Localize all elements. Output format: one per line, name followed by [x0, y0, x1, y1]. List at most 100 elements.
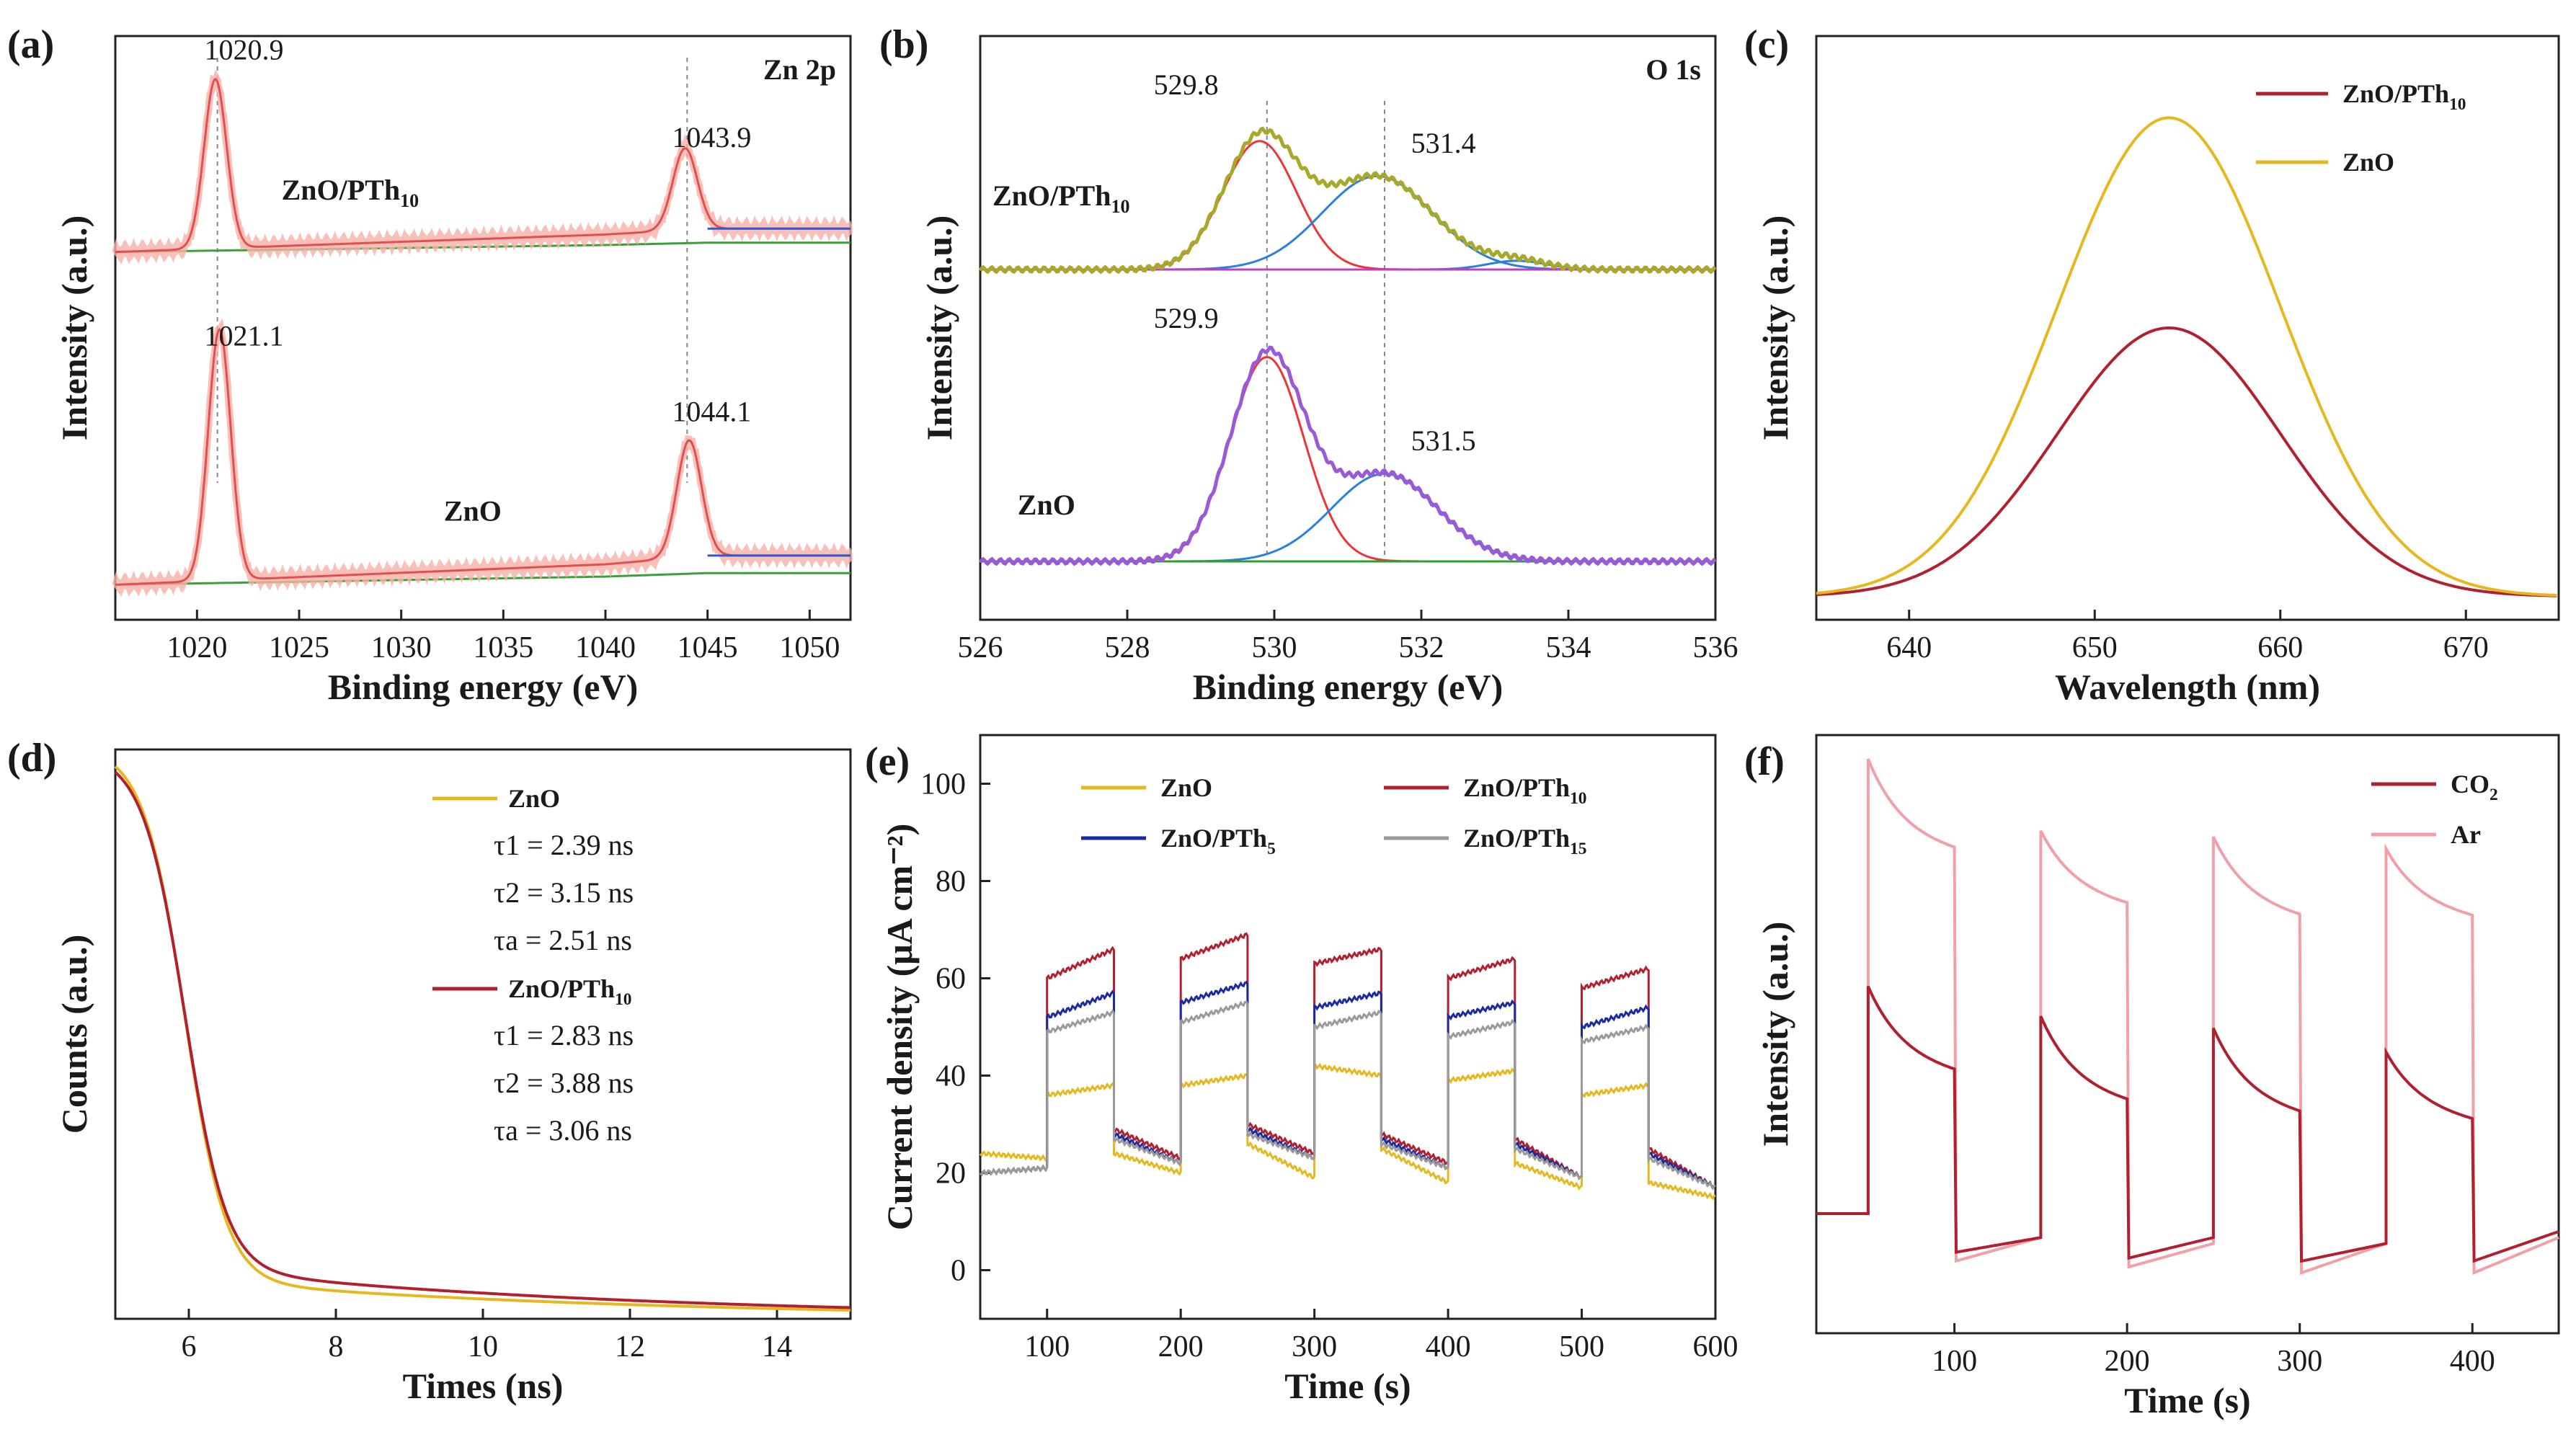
pl-series-line: [1816, 116, 2557, 597]
panel-b: 526 528 530 532 534 536 Binding energy (eV) Int…: [879, 22, 1738, 707]
legend-label: ZnO/PTh10: [508, 974, 631, 1009]
y-axis-title: Intensity (a.u.): [54, 215, 94, 441]
x-tick-label: 600: [1693, 1330, 1738, 1363]
sample-label-main: ZnO/PTh: [992, 179, 1111, 212]
background-line: [115, 241, 850, 254]
x-tick-label: 1020: [166, 631, 227, 664]
sample-label-main: ZnO/PTh: [282, 174, 401, 206]
sample-label-main: ZnO: [444, 494, 502, 527]
legend-label-main: ZnO: [1160, 773, 1212, 802]
peak-annotation: 1044.1: [672, 396, 751, 428]
lifetime-value: τa = 3.06 ns: [494, 1114, 632, 1147]
y-axis-title: Intensity (a.u.): [1755, 922, 1795, 1147]
lifetime-value: τ2 = 3.88 ns: [494, 1067, 634, 1099]
panel-letter: (b): [879, 22, 928, 67]
legend-label-main: ZnO/PTh: [2342, 79, 2449, 108]
x-axis-title: Binding energy (eV): [1193, 667, 1504, 707]
x-tick-label: 300: [1292, 1330, 1337, 1363]
legend-label-main: CO: [2451, 770, 2490, 798]
x-tick-label: 670: [2443, 631, 2489, 664]
legend-label-main: ZnO: [508, 784, 560, 813]
sample-label-sub: 10: [1111, 196, 1129, 217]
current-series-line: [979, 932, 1716, 1190]
decay-line: [114, 770, 851, 1309]
plot-frame: [1815, 734, 2560, 1335]
y-tick-label: 100: [920, 768, 966, 801]
plot-frame: [114, 748, 852, 1320]
x-tick-label: 532: [1399, 631, 1444, 664]
legend-label-main: ZnO/PTh: [1160, 824, 1267, 853]
component-peak: [980, 355, 1715, 563]
x-tick-label: 100: [1932, 1345, 1977, 1378]
x-axis-title: Time (s): [1284, 1366, 1411, 1406]
x-tick-label: 534: [1546, 631, 1591, 664]
plot-frame: [1815, 35, 2560, 621]
peak-annotation: 531.5: [1411, 424, 1476, 457]
sample-label: ZnO/PTh10: [992, 179, 1130, 217]
peak-annotation: 531.4: [1411, 127, 1476, 159]
peak-annotation: 1043.9: [672, 121, 751, 154]
plot-frame: [979, 734, 1717, 1320]
x-tick-label: 300: [2277, 1345, 2322, 1378]
panel-letter: (e): [865, 739, 910, 784]
legend-label: ZnO/PTh10: [1463, 773, 1586, 808]
x-tick-label: 500: [1559, 1330, 1604, 1363]
y-tick-label: 20: [936, 1157, 966, 1191]
panel-a: 1020 1025 1030 1035 1040 1045 1050 Binding ener…: [7, 22, 853, 707]
legend-label: ZnO: [1160, 773, 1212, 802]
x-axis-title: Wavelength (nm): [2055, 667, 2320, 707]
sample-label-main: ZnO: [1018, 489, 1075, 521]
x-tick-label: 1025: [269, 631, 329, 664]
sample-label: ZnO: [1018, 489, 1075, 521]
legend-label-main: ZnO/PTh: [508, 974, 615, 1003]
y-axis-title: Intensity (a.u.): [1755, 215, 1795, 441]
envelope-line: [978, 126, 1717, 275]
x-tick-label: 1035: [473, 631, 533, 664]
lifetime-value: τ2 = 3.15 ns: [494, 876, 634, 909]
y-tick-label: 60: [936, 963, 966, 996]
x-tick-label: 200: [1158, 1330, 1204, 1363]
y-tick-label: 0: [951, 1255, 966, 1288]
current-series-line: [979, 980, 1716, 1191]
panel-letter: (d): [7, 736, 56, 780]
y-axis-title: Counts (a.u.): [54, 935, 94, 1134]
legend-label-sub: 5: [1267, 840, 1276, 858]
sample-label: ZnO: [444, 494, 502, 527]
legend-label-main: ZnO/PTh: [1463, 773, 1570, 802]
current-series-line: [979, 1000, 1716, 1191]
y-axis-title: Intensity (a.u.): [919, 215, 959, 441]
x-tick-label: 1050: [779, 631, 840, 664]
panel-title: Zn 2p: [763, 53, 836, 86]
x-tick-label: 400: [1426, 1330, 1471, 1363]
legend-label: ZnO: [508, 784, 560, 813]
lifetime-value: τ1 = 2.39 ns: [494, 829, 634, 861]
legend-label: ZnO/PTh15: [1463, 824, 1586, 858]
legend-label-main: ZnO: [2342, 148, 2394, 177]
legend-label: ZnO: [2342, 148, 2394, 177]
x-axis-title: Binding energy (eV): [328, 667, 639, 707]
x-tick-label: 526: [958, 631, 1003, 664]
panel-c: 640 650 660 670 Wavelength (nm) Intensity (a.…: [1744, 22, 2560, 707]
legend-label-sub: 2: [2490, 786, 2498, 804]
panel-f: 100 200 300 400 Time (s) Intensity (a.u.) (f) C…: [1744, 734, 2560, 1420]
legend-label-sub: 10: [2449, 95, 2466, 114]
legend-label-sub: 15: [1570, 840, 1586, 858]
legend-label: ZnO/PTh5: [1160, 824, 1276, 858]
x-tick-label: 1040: [575, 631, 636, 664]
x-tick-label: 400: [2450, 1345, 2495, 1378]
legend-label: Ar: [2451, 820, 2481, 849]
y-tick-label: 40: [936, 1060, 966, 1093]
x-tick-label: 640: [1886, 631, 1932, 664]
panel-e: 100 200 300 400 500 600 0 20 40 60 80 100 Time (s) Cu…: [865, 734, 1738, 1406]
legend-label-main: ZnO/PTh: [1463, 824, 1570, 853]
component-peak: [980, 473, 1715, 563]
x-tick-label: 6: [182, 1330, 197, 1363]
panel-d: 6 8 10 12 14 Times (ns) Counts (a.u.) (d) ZnO τ1 …: [7, 736, 852, 1406]
x-tick-label: 1045: [678, 631, 738, 664]
sample-label-sub: 10: [400, 190, 419, 211]
legend-label-sub: 10: [615, 990, 631, 1009]
panel-letter: (c): [1744, 22, 1789, 67]
x-tick-label: 14: [762, 1330, 792, 1363]
peak-annotation: 529.8: [1154, 68, 1219, 101]
transient-series-line: [1816, 758, 2559, 1276]
